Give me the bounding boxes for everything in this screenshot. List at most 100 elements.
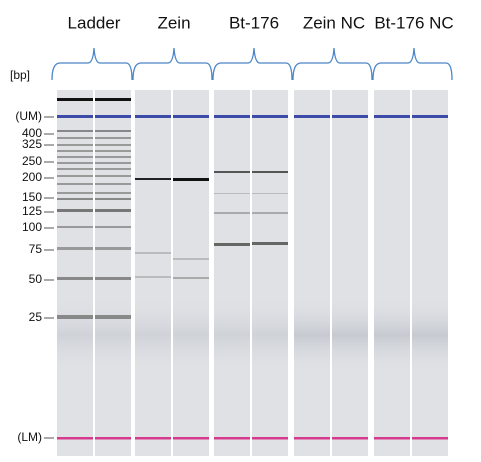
size-label: 75 [29, 242, 43, 256]
lane [374, 90, 410, 456]
band [57, 162, 93, 164]
band [95, 192, 131, 194]
size-label: 400 [22, 126, 42, 140]
size-label: 125 [22, 204, 42, 218]
upper-marker [95, 115, 131, 118]
brace [212, 47, 293, 81]
band [252, 212, 288, 214]
band [95, 98, 131, 101]
size-label: (UM) [15, 109, 42, 123]
braces [51, 47, 453, 81]
band [95, 144, 131, 146]
lane [214, 90, 250, 456]
smear [332, 300, 368, 370]
smear [374, 300, 410, 370]
band [214, 212, 250, 214]
band [135, 252, 171, 254]
lower-marker [95, 437, 131, 440]
band [57, 209, 93, 212]
brace [372, 47, 453, 81]
size-label: 100 [22, 220, 42, 234]
band [57, 137, 93, 139]
size-label: 200 [22, 170, 42, 184]
smear [252, 300, 288, 370]
band [57, 150, 93, 152]
smear [135, 300, 171, 370]
upper-marker [294, 115, 330, 118]
band [95, 247, 131, 250]
band [214, 193, 250, 194]
size-label: 250 [22, 154, 42, 168]
band [252, 242, 288, 245]
lane [57, 90, 93, 456]
band [173, 178, 209, 181]
size-label: 50 [29, 272, 43, 286]
upper-marker [135, 115, 171, 118]
band [95, 156, 131, 158]
brace [51, 47, 133, 81]
band [57, 130, 93, 132]
lower-marker [214, 437, 250, 440]
smear [214, 300, 250, 370]
group-label: Zein NC [303, 13, 365, 32]
band [57, 98, 93, 101]
group-label: Bt-176 [229, 13, 279, 32]
band [57, 183, 93, 185]
band [252, 171, 288, 173]
band [95, 162, 131, 164]
lower-marker [332, 437, 368, 440]
band [57, 175, 93, 177]
band [135, 276, 171, 278]
band [57, 315, 93, 319]
band [95, 315, 131, 319]
lower-marker [374, 437, 410, 440]
band [95, 226, 131, 228]
upper-marker [252, 115, 288, 118]
lane-background [214, 90, 250, 456]
group-label: Ladder [68, 13, 121, 32]
brace [292, 47, 373, 81]
lower-marker [173, 437, 209, 440]
band [252, 193, 288, 194]
lower-marker [252, 437, 288, 440]
upper-marker [332, 115, 368, 118]
group-label: Zein [157, 13, 190, 32]
lane [135, 90, 171, 456]
lane [332, 90, 368, 456]
size-label: 325 [22, 137, 42, 151]
band [173, 277, 209, 279]
band [214, 171, 250, 173]
lane-background [332, 90, 368, 456]
smear [294, 300, 330, 370]
unit-label: [bp] [10, 68, 30, 82]
band [95, 198, 131, 200]
band [57, 226, 93, 228]
upper-marker [57, 115, 93, 118]
lane-background [173, 90, 209, 456]
band [95, 130, 131, 132]
band [95, 137, 131, 139]
size-label: (LM) [17, 430, 42, 444]
band [173, 258, 209, 260]
band [57, 192, 93, 194]
band [95, 150, 131, 152]
lane-background [374, 90, 410, 456]
band [57, 144, 93, 146]
band [135, 178, 171, 180]
upper-marker [374, 115, 410, 118]
lower-marker [57, 437, 93, 440]
lane [294, 90, 330, 456]
lower-marker [412, 437, 448, 440]
band [57, 198, 93, 200]
brace [132, 47, 213, 81]
lane-background [412, 90, 448, 456]
lane [173, 90, 209, 456]
smear [173, 300, 209, 370]
band [95, 209, 131, 212]
upper-marker [173, 115, 209, 118]
band [57, 168, 93, 170]
lane-background [135, 90, 171, 456]
lower-marker [135, 437, 171, 440]
band [57, 277, 93, 280]
